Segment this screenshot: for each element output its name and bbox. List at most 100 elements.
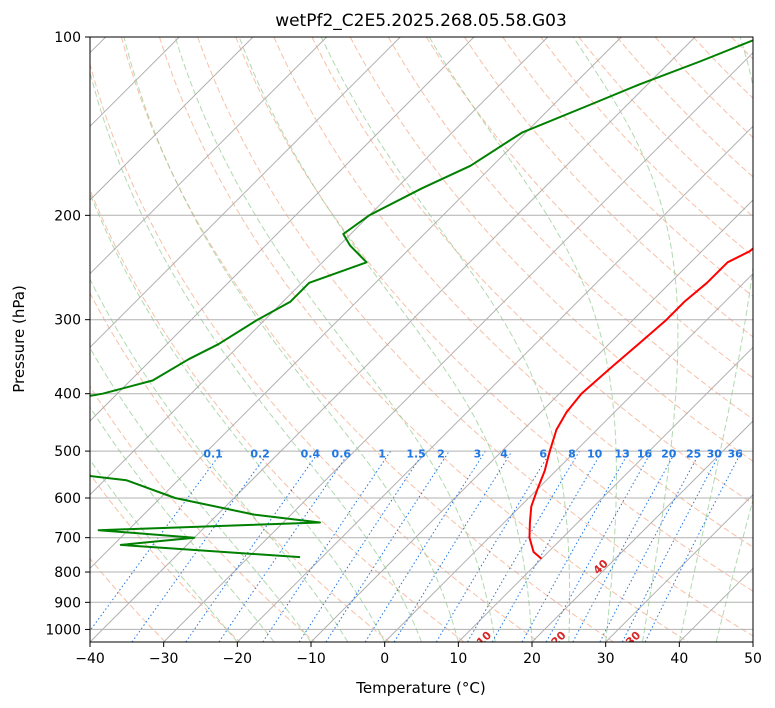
mixing-ratio-label: 0.2 (250, 448, 270, 461)
isotherm (90, 37, 696, 642)
moist-adiabat (90, 192, 386, 642)
isotherm (90, 37, 401, 349)
mixing-ratio-label: 0.4 (301, 448, 321, 461)
dry-adiabat (90, 385, 316, 642)
y-tick-label: 400 (54, 387, 81, 403)
x-tick-label: −30 (149, 651, 179, 667)
isotherm (90, 37, 328, 275)
dry-adiabat (197, 37, 753, 637)
isotherm (90, 37, 475, 422)
moist-adiabat (238, 37, 533, 642)
y-axis: 100 200 300 400 500 600 700 800 900 1000 (45, 30, 90, 638)
moist-adiabat (90, 278, 349, 642)
y-tick-label: 1000 (45, 622, 81, 638)
mixing-ratio-label: 13 (615, 448, 630, 461)
moist-adiabat (90, 347, 312, 642)
mixing-ratio-line (218, 450, 351, 642)
mixing-ratio-line (521, 450, 630, 642)
x-axis: −40 −30 −20 −10 0 10 20 30 40 50 (75, 642, 762, 667)
mixing-ratio-label: 8 (568, 448, 576, 461)
mixing-ratio-label: 20 (661, 448, 677, 461)
mixing-ratio-label: 30 (707, 448, 723, 461)
x-tick-label: 20 (523, 651, 541, 667)
dry-adiabat (273, 37, 753, 548)
y-axis-label: Pressure (hPa) (10, 285, 28, 393)
dry-adiabat (502, 37, 753, 297)
x-tick-label: 40 (670, 651, 688, 667)
x-axis-label: Temperature (°C) (355, 679, 485, 697)
mixing-ratio-line (325, 450, 450, 642)
mixing-ratio-line (90, 450, 223, 632)
mixing-ratio-label: 2 (437, 448, 445, 461)
dry-adiabat (540, 37, 753, 257)
dry-adiabat (90, 62, 540, 642)
mixing-ratio-line (572, 450, 677, 642)
isotherm (310, 199, 753, 642)
mixing-ratio-label: 6 (539, 448, 547, 461)
moist-adiabat (428, 37, 617, 642)
isotherm (163, 51, 753, 642)
moist-adiabat (678, 37, 753, 642)
isotherm (90, 37, 549, 496)
moist-adiabat (572, 37, 679, 642)
x-tick-label: 50 (744, 651, 762, 667)
dry-adiabat (464, 37, 753, 338)
x-tick-label: 10 (449, 651, 467, 667)
mixing-ratio-label: 0.1 (203, 448, 223, 461)
moist-adiabat (90, 459, 238, 642)
pressure-gridlines (90, 37, 753, 630)
mixing-ratio-label: 25 (686, 448, 701, 461)
y-tick-label: 800 (54, 565, 81, 581)
isotherm (531, 420, 753, 642)
dry-adiabat (616, 37, 753, 178)
mixing-ratio-line (185, 450, 320, 642)
y-tick-label: 900 (54, 595, 81, 611)
mixing-ratio-label: 10 (587, 448, 603, 461)
moist-adiabat (90, 70, 422, 642)
mixing-ratio-label: 36 (728, 448, 744, 461)
chart-title: wetPf2_C2E5.2025.268.05.58.G03 (275, 11, 567, 31)
x-tick-label: −20 (223, 651, 253, 667)
mixing-ratio-label: 1.5 (406, 448, 426, 461)
y-tick-label: 700 (54, 531, 81, 547)
moist-adiabat (123, 37, 459, 642)
y-tick-label: 600 (54, 491, 81, 507)
isotherm (90, 37, 622, 570)
x-tick-label: −40 (75, 651, 105, 667)
x-tick-label: 30 (597, 651, 615, 667)
y-tick-label: 500 (54, 444, 81, 460)
mixing-ratio-line (644, 450, 743, 642)
y-tick-label: 100 (54, 30, 81, 46)
isotherm (236, 125, 753, 642)
mixing-ratio-line (131, 450, 270, 642)
y-tick-label: 300 (54, 313, 81, 329)
mixing-ratio-label: 3 (474, 448, 482, 461)
moist-adiabat (174, 37, 496, 642)
mixing-ratio-label: 0.6 (332, 448, 352, 461)
moist-adiabat (320, 37, 571, 642)
sounding-line-1 (528, 247, 753, 560)
isotherm (457, 346, 753, 642)
series-layer (90, 39, 753, 560)
dry-adiabat (90, 188, 465, 642)
mixing-ratio-line (545, 450, 653, 642)
mixing-ratio-label: 4 (500, 448, 508, 461)
sounding-line-2 (90, 39, 753, 559)
isotherm (605, 493, 753, 642)
x-tick-label: −10 (296, 651, 326, 667)
isotherm (90, 37, 254, 201)
dry-adiabat (235, 37, 753, 592)
mixing-ratio-label: 1 (378, 448, 386, 461)
dry-adiabat (311, 37, 753, 505)
dry-adiabat (387, 37, 753, 420)
mixing-ratio-label: 16 (637, 448, 653, 461)
y-tick-label: 200 (54, 208, 81, 224)
dry-adiabat (349, 37, 753, 462)
isotherm (384, 272, 753, 642)
dry-adiabat (120, 37, 614, 642)
mixing-ratio-line (298, 450, 425, 642)
plot-area: 0.10.20.40.611.52346810131620253036-100-… (90, 37, 753, 642)
mixing-ratio-line (393, 450, 513, 642)
mixing-ratio-line (262, 450, 392, 642)
